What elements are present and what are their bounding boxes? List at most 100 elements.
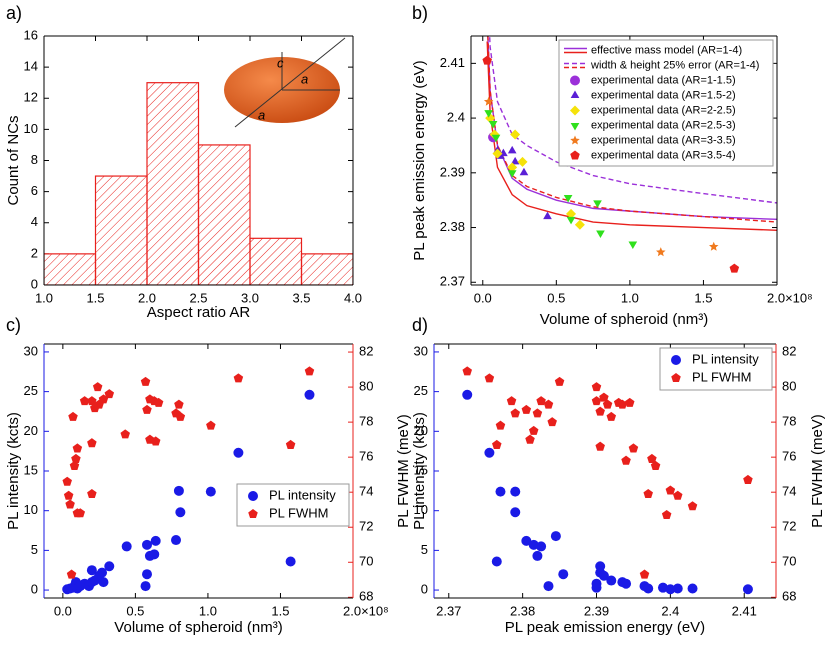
x-tick-label: 2.0: [138, 290, 156, 305]
y-tick-label: 2: [31, 245, 38, 260]
point: [304, 366, 315, 376]
model-line: [488, 36, 777, 204]
point: [624, 397, 635, 407]
bar: [197, 144, 251, 285]
point: [543, 211, 552, 220]
panel: d) 2.37 2.38 2.39 2.4 2.41 0 5 10 15 20 25 30 68 70 72 7…: [411, 315, 826, 636]
x-tick-label: 1.0: [199, 603, 217, 618]
point: [69, 460, 80, 470]
y-axis-title: Count of NCs: [5, 115, 22, 205]
x-tick-label: 2.5: [189, 290, 207, 305]
legend-swatch: [570, 123, 580, 131]
point: [599, 392, 609, 402]
point: [563, 194, 573, 203]
legend-swatch: [248, 491, 258, 501]
y-tick-label: 2.37: [440, 274, 465, 289]
y2-tick-label: 80: [782, 379, 796, 394]
point: [661, 509, 672, 520]
point: [462, 366, 472, 376]
point: [140, 581, 151, 592]
point: [729, 263, 740, 273]
point: [591, 382, 602, 392]
point: [285, 439, 296, 449]
point: [150, 436, 161, 446]
y2-tick-label: 76: [359, 449, 373, 464]
point: [595, 441, 605, 451]
axis-a-diag: [234, 37, 346, 128]
point: [628, 443, 639, 453]
point: [558, 569, 569, 580]
point: [547, 417, 557, 427]
legend-swatch: [570, 75, 580, 86]
point: [104, 561, 115, 572]
point: [488, 121, 498, 129]
point: [639, 569, 650, 579]
point: [647, 453, 657, 463]
point: [598, 570, 609, 581]
point: [233, 447, 244, 458]
y-tick-label: 5: [421, 542, 428, 557]
point: [510, 507, 521, 518]
point: [543, 581, 554, 592]
y2-tick-label: 74: [782, 484, 796, 499]
point: [462, 389, 473, 400]
point: [79, 396, 90, 406]
x-tick-label: 1.0: [621, 290, 639, 305]
x-axis-title: Aspect ratio AR: [147, 304, 251, 321]
point: [532, 550, 543, 561]
point: [621, 455, 631, 465]
panel-label: b): [412, 3, 428, 23]
point: [596, 230, 605, 239]
x-tick-label: 4.0: [344, 290, 362, 305]
point: [528, 425, 539, 435]
legend-box: [659, 347, 773, 391]
point: [206, 420, 216, 430]
point: [120, 429, 130, 439]
point: [656, 247, 666, 257]
legend-label: PL FWHM: [269, 505, 328, 520]
point: [491, 134, 501, 143]
y-tick-label: 15: [24, 462, 38, 477]
point: [743, 474, 753, 484]
x-tick-label: 2.0×10⁸: [767, 290, 813, 305]
point: [566, 208, 577, 219]
plot-area: [62, 366, 315, 595]
y-tick-label: 6: [31, 183, 38, 198]
point: [507, 145, 517, 154]
x-tick-label: 0.5: [126, 603, 144, 618]
point: [517, 156, 528, 167]
y2-tick-label: 82: [782, 343, 796, 358]
point: [140, 376, 151, 386]
point: [536, 541, 547, 552]
x-axis-title: PL peak emission energy (eV): [505, 619, 705, 636]
y-tick-label: 20: [24, 423, 38, 438]
point: [62, 476, 72, 486]
x-tick-label: 0.5: [547, 290, 565, 305]
legend-swatch: [671, 373, 681, 383]
y-tick-label: 12: [24, 90, 38, 105]
point: [687, 501, 698, 511]
y-tick-label: 10: [24, 121, 38, 136]
point: [593, 200, 602, 208]
panel-label: a): [6, 3, 22, 23]
legend-label: experimental data (AR=1-1.5): [591, 74, 736, 86]
legend-label: PL intensity: [269, 487, 336, 502]
point: [171, 535, 182, 546]
point: [87, 438, 97, 448]
x-tick-label: 3.0: [241, 290, 259, 305]
legend-label: experimental data (AR=2-2.5): [591, 104, 736, 116]
point: [92, 382, 103, 392]
point: [510, 129, 521, 140]
point: [507, 170, 517, 178]
x-axis-title: Volume of spheroid (nm³): [114, 619, 282, 636]
point: [536, 396, 546, 406]
point: [532, 408, 543, 418]
legend-swatch: [570, 105, 580, 116]
y2-axis-title: PL FWHM (meV): [395, 414, 412, 528]
point: [484, 373, 495, 383]
y-tick-label: 0: [31, 276, 38, 291]
y-tick-label: 30: [24, 343, 38, 358]
y2-tick-label: 74: [359, 484, 373, 499]
legend-label: experimental data (AR=3.5-4): [591, 149, 736, 161]
point: [153, 397, 164, 407]
